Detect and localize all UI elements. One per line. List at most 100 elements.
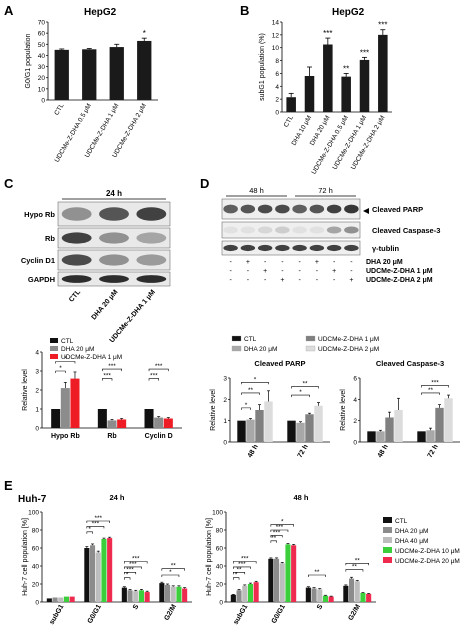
- bar: [246, 419, 255, 442]
- significance-bracket: [241, 407, 251, 410]
- chart-d-cleaved-caspase3: 0 2 4 6 Relative level Cleaved Caspase-3 48 h 7…: [340, 359, 460, 459]
- x-tick-label: 72 h: [427, 444, 440, 460]
- legend-swatch: [383, 557, 392, 563]
- blot-band: [136, 207, 167, 221]
- blot-band: [61, 275, 92, 283]
- blot-time-label: 72 h: [318, 186, 333, 195]
- x-tick-label: 72 h: [297, 444, 310, 460]
- bar: [182, 588, 188, 602]
- significance-mark: *: [281, 519, 284, 526]
- panel-a-title: HepG2: [84, 7, 117, 18]
- significance-bracket: [124, 561, 148, 564]
- blot-row-label: GAPDH: [28, 275, 55, 284]
- legend-swatch: [305, 345, 316, 352]
- blot-band: [309, 204, 325, 214]
- y-tick-label: 1: [35, 407, 39, 414]
- panel-letter-c: C: [4, 176, 14, 191]
- significance-bracket: [291, 394, 310, 398]
- x-tick-label: CTL: [53, 102, 65, 116]
- significance-mark: *: [299, 389, 302, 396]
- significance-mark: ***: [155, 363, 163, 370]
- bar: [378, 34, 388, 112]
- significance-mark: ***: [129, 561, 137, 568]
- x-tick-label: Cyclin D: [145, 433, 173, 440]
- blot-band: [257, 204, 273, 214]
- y-tick-label: 60: [38, 31, 46, 38]
- significance-mark: **: [237, 566, 243, 573]
- significance-bracket: [55, 361, 76, 364]
- significance-mark: *: [126, 572, 129, 579]
- bar: [97, 409, 107, 428]
- y-tick-label: 0: [35, 426, 39, 433]
- significance-bracket: [55, 370, 66, 373]
- treatment-sign: +: [332, 268, 336, 275]
- blot-band: [309, 226, 325, 234]
- bar: [137, 40, 152, 100]
- blot-band: [223, 204, 238, 214]
- bar: [159, 583, 165, 602]
- legend-label: CTL: [244, 336, 257, 343]
- bar: [253, 582, 259, 602]
- y-tick-label: 60: [32, 546, 40, 553]
- y-axis-label: Relative level: [210, 389, 217, 431]
- y-tick-label: 0: [275, 110, 279, 117]
- bar: [51, 409, 61, 428]
- legend-swatch: [383, 517, 392, 523]
- bar: [354, 581, 360, 602]
- x-tick-label: 48 h: [377, 444, 390, 460]
- treatment-label: DHA 20 μM: [366, 259, 403, 266]
- bar: [394, 410, 403, 442]
- panel-letter-d: D: [200, 176, 209, 191]
- bar: [82, 49, 97, 100]
- bar: [154, 417, 164, 428]
- bar: [170, 586, 176, 602]
- treatment-sign: +: [263, 268, 267, 275]
- bar: [305, 414, 314, 442]
- significance-mark: *: [143, 29, 146, 38]
- y-tick-label: 50: [38, 42, 46, 49]
- bar: [70, 378, 80, 428]
- bar: [296, 422, 305, 442]
- bar: [58, 597, 64, 602]
- legend-swatch: [231, 345, 242, 352]
- y-tick-label: 40: [216, 564, 224, 571]
- bar: [121, 587, 127, 602]
- significance-bracket: [308, 574, 326, 577]
- blot-row-label: Cyclin D1: [21, 256, 55, 265]
- legend-label: UDCMe-Z-DHA 20 μM: [395, 558, 460, 565]
- blot-band: [240, 244, 256, 252]
- legend-swatch: [50, 354, 58, 359]
- bar: [311, 588, 317, 602]
- bar: [323, 44, 333, 112]
- bar: [359, 59, 370, 112]
- y-tick-label: 60: [216, 546, 224, 553]
- legend-swatch: [383, 537, 392, 543]
- bar: [63, 596, 69, 602]
- x-tick-label: subG1: [233, 603, 250, 625]
- bar: [230, 594, 236, 602]
- significance-bracket: [161, 574, 180, 577]
- bar: [417, 431, 426, 442]
- legend-label: UDCMe-Z-DHA 1 μM: [318, 336, 379, 343]
- blot-row-label: Cleaved PARP: [372, 205, 423, 214]
- significance-mark: *: [235, 572, 238, 579]
- blot-band: [344, 204, 359, 214]
- treatment-sign: -: [281, 268, 284, 275]
- blot-lane-label: CTL: [68, 288, 83, 303]
- blot-band: [61, 207, 92, 221]
- blot-row-label: Cleaved Caspase-3: [372, 226, 440, 235]
- x-tick-label: G2/M: [163, 603, 178, 621]
- significance-bracket: [270, 524, 294, 527]
- blot-band: [257, 244, 273, 252]
- x-tick-label: Hypo Rb: [51, 433, 80, 440]
- bar: [60, 388, 70, 428]
- treatment-sign: -: [298, 259, 301, 266]
- bar: [279, 563, 285, 602]
- significance-mark: **: [355, 557, 361, 564]
- legend-swatch: [231, 335, 242, 342]
- blot-band: [240, 226, 256, 234]
- significance-mark: ***: [108, 363, 116, 370]
- significance-bracket: [124, 566, 142, 569]
